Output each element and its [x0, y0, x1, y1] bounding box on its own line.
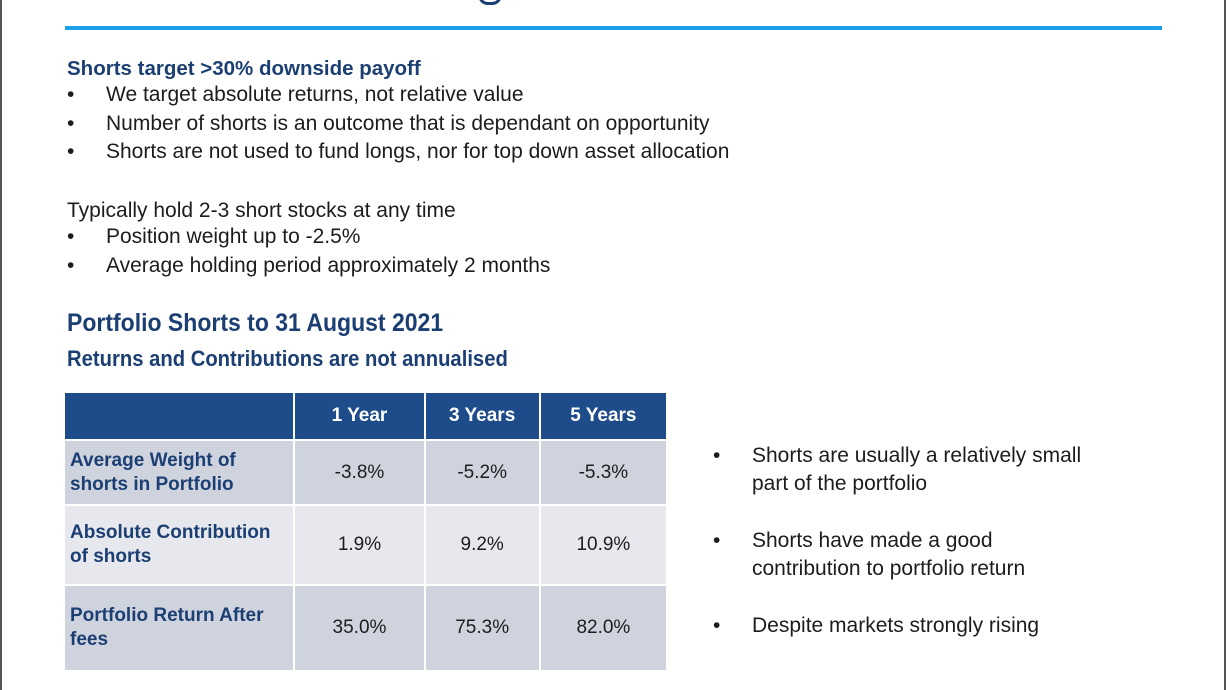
list-item: • Shorts are not used to fund longs, nor … — [67, 138, 729, 167]
table-header-row: 1 Year 3 Years 5 Years — [65, 393, 666, 439]
list-item: • Position weight up to -2.5% — [67, 223, 550, 252]
list-item-text: Shorts are not used to fund longs, nor f… — [106, 140, 730, 163]
list-item: • We target absolute returns, not relativ… — [67, 81, 729, 110]
list-item: • Shorts have made a good contribution t… — [713, 527, 1092, 583]
table-cell: -5.2% — [425, 439, 539, 504]
side-notes: • Shorts are usually a relatively small … — [713, 442, 1152, 640]
bullet-icon: • — [67, 140, 75, 163]
row-label: Absolute Contribution of shorts — [65, 504, 294, 584]
bullet-icon: • — [67, 83, 75, 106]
bullet-icon: • — [713, 529, 721, 552]
bullet-icon: • — [713, 444, 721, 467]
list-item-text: Despite markets strongly rising — [752, 614, 1040, 637]
table-cell: 1.9% — [295, 504, 424, 584]
intro-block: Shorts target >30% downside payoff • We t… — [67, 57, 729, 167]
row-label: Portfolio Return After fees — [65, 584, 294, 670]
bullet-icon: • — [67, 253, 75, 277]
section-subtitle: Returns and Contributions are not annual… — [67, 346, 508, 371]
column-header: 3 Years — [425, 393, 539, 439]
table-cell: 9.2% — [425, 504, 539, 584]
list-item: • Number of shorts is an outcome that is … — [67, 110, 729, 139]
list-item-text: Average holding period approximately 2 m… — [106, 253, 551, 277]
row-label: Average Weight of shorts in Portfolio — [65, 439, 294, 504]
table-cell: -5.3% — [540, 439, 666, 504]
list-item-text: Shorts have made a good contribution to … — [752, 529, 1026, 580]
returns-table: 1 Year 3 Years 5 Years Average Weight of… — [63, 393, 668, 670]
table-row: Absolute Contribution of shorts 1.9% 9.2… — [65, 504, 666, 584]
slide-border-right — [1224, 0, 1226, 690]
list-item-text: Position weight up to -2.5% — [106, 225, 361, 248]
accent-rule — [65, 26, 1162, 30]
table-cell: -3.8% — [295, 439, 424, 504]
list-item: • Shorts are usually a relatively small … — [713, 442, 1092, 498]
cropped-title-glyph — [478, 0, 502, 5]
table-row: Portfolio Return After fees 35.0% 75.3% … — [65, 584, 666, 670]
list-item-text: Number of shorts is an outcome that is d… — [106, 111, 710, 135]
holdings-bullet-list: • Position weight up to -2.5% • Average ho… — [67, 223, 550, 280]
holdings-heading: Typically hold 2-3 short stocks at any t… — [67, 199, 456, 222]
table-cell: 10.9% — [540, 504, 666, 584]
bullet-icon: • — [67, 111, 75, 135]
intro-bullet-list: • We target absolute returns, not relativ… — [67, 81, 729, 167]
list-item-text: Shorts are usually a relatively small pa… — [752, 444, 1082, 495]
holdings-block: Typically hold 2-3 short stocks at any t… — [67, 199, 550, 280]
intro-heading: Shorts target >30% downside payoff — [67, 57, 421, 80]
list-item-text: We target absolute returns, not relative… — [106, 83, 524, 106]
slide-border-left — [0, 0, 2, 690]
list-item: • Average holding period approximately 2 … — [67, 252, 550, 281]
bullet-icon: • — [67, 225, 75, 248]
column-header: 1 Year — [295, 393, 424, 439]
table-corner-cell — [65, 393, 294, 439]
bullet-icon: • — [713, 614, 721, 637]
table-row: Average Weight of shorts in Portfolio -3… — [65, 439, 666, 504]
list-item: • Despite markets strongly rising — [713, 612, 1152, 640]
column-header: 5 Years — [540, 393, 666, 439]
table-cell: 82.0% — [540, 584, 666, 670]
table-cell: 35.0% — [295, 584, 424, 670]
section-title: Portfolio Shorts to 31 August 2021 — [67, 309, 444, 337]
table-cell: 75.3% — [425, 584, 539, 670]
